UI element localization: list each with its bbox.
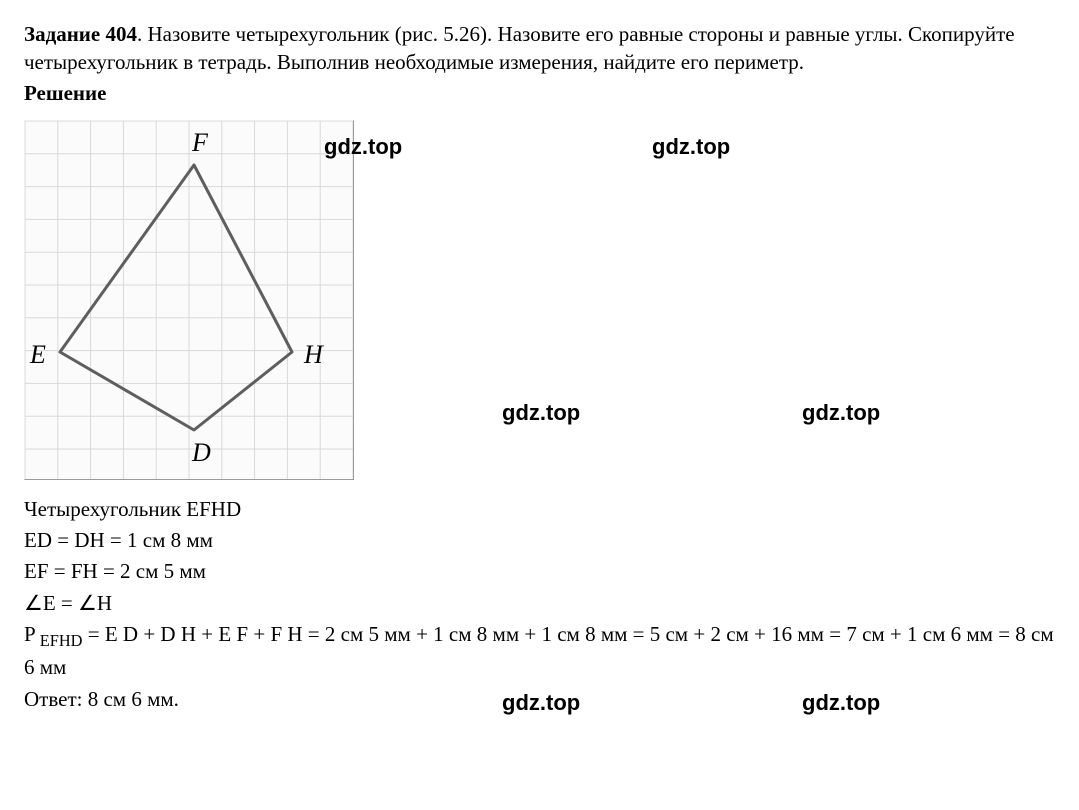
vertex-label: E bbox=[30, 340, 46, 370]
p-rest: = E D + D H + E F + F H = 2 см 5 мм + 1 … bbox=[24, 622, 1054, 679]
task-number: Задание 404 bbox=[24, 22, 137, 46]
p-prefix: Р bbox=[24, 622, 36, 646]
watermark: gdz.top bbox=[502, 400, 580, 426]
solution-line: Четырехугольник EFHD bbox=[24, 495, 1055, 524]
solution-text: Четырехугольник EFHD ED = DH = 1 см 8 мм… bbox=[24, 495, 1055, 714]
answer-line: Ответ: 8 см 6 мм. bbox=[24, 685, 1055, 714]
vertex-label: F bbox=[192, 128, 208, 158]
solution-perimeter: Р EFHD = E D + D H + E F + F H = 2 см 5 … bbox=[24, 620, 1055, 683]
solution-line: ∠E = ∠H bbox=[24, 589, 1055, 618]
solution-line: EF = FH = 2 см 5 мм bbox=[24, 557, 1055, 586]
p-subscript: EFHD bbox=[36, 631, 83, 650]
vertex-label: D bbox=[192, 438, 211, 468]
watermark: gdz.top bbox=[652, 134, 730, 160]
task-body: . Назовите четырехугольник (рис. 5.26). … bbox=[24, 22, 1015, 74]
watermark: gdz.top bbox=[802, 400, 880, 426]
task-statement: Задание 404. Назовите четырехугольник (р… bbox=[24, 20, 1055, 77]
quadrilateral-svg bbox=[24, 120, 354, 480]
geometry-diagram: F E H D bbox=[24, 120, 354, 480]
vertex-label: H bbox=[304, 340, 323, 370]
solution-heading: Решение bbox=[24, 81, 1055, 106]
solution-line: ED = DH = 1 см 8 мм bbox=[24, 526, 1055, 555]
